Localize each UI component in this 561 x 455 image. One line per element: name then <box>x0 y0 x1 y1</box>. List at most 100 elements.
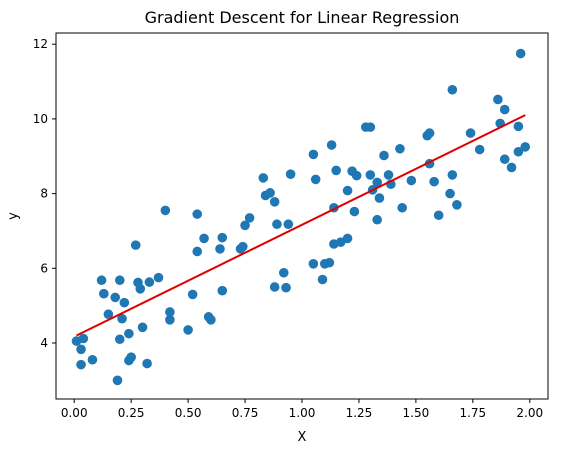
data-point-16 <box>126 352 136 362</box>
data-point-97 <box>513 121 524 132</box>
data-point-94 <box>499 154 510 165</box>
data-point-47 <box>278 267 289 278</box>
data-point-23 <box>153 272 164 283</box>
data-point-31 <box>199 233 209 244</box>
data-point-22 <box>144 277 155 287</box>
data-point-62 <box>342 185 353 196</box>
x-tick-label-2: 0.50 <box>175 406 202 420</box>
data-point-89 <box>465 128 476 138</box>
data-point-79 <box>406 175 417 186</box>
x-tick-label-0: 0.00 <box>61 406 88 420</box>
x-axis-ticks: 0.00 0.25 0.50 0.75 1.00 1.25 1.50 1.75 2.00 <box>61 399 543 420</box>
x-tick-label-4: 1.00 <box>289 406 316 420</box>
data-point-5 <box>96 275 107 286</box>
data-point-73 <box>374 193 385 203</box>
y-axis-label: y <box>6 212 21 220</box>
data-point-56 <box>324 257 335 268</box>
data-point-43 <box>265 188 275 198</box>
plot-frame <box>55 32 549 400</box>
x-tick-label-1: 0.25 <box>118 406 145 420</box>
data-point-10 <box>117 313 127 324</box>
data-point-12 <box>114 334 125 345</box>
data-point-49 <box>283 219 294 230</box>
data-point-34 <box>215 244 225 254</box>
data-point-69 <box>365 170 376 180</box>
data-point-36 <box>217 285 228 296</box>
data-point-28 <box>187 289 198 300</box>
y-tick-label-4: 12 <box>33 37 48 51</box>
data-point-41 <box>258 173 269 183</box>
data-point-38 <box>237 241 248 252</box>
data-point-6 <box>99 288 109 299</box>
y-tick-label-2: 8 <box>40 187 48 201</box>
data-point-93 <box>499 104 510 115</box>
data-point-77 <box>395 143 405 154</box>
data-point-39 <box>240 220 250 231</box>
data-point-66 <box>351 170 362 181</box>
data-point-35 <box>217 232 228 243</box>
data-point-63 <box>342 233 353 244</box>
data-point-78 <box>397 202 408 213</box>
chart-title: Gradient Descent for Linear Regression <box>145 8 460 27</box>
data-point-99 <box>520 142 531 152</box>
x-axis-label: X <box>298 430 307 445</box>
data-point-7 <box>103 309 114 320</box>
data-point-33 <box>206 315 216 325</box>
data-point-27 <box>183 325 193 335</box>
data-point-44 <box>269 197 280 207</box>
data-point-50 <box>285 169 296 179</box>
data-point-95 <box>506 162 517 173</box>
data-point-48 <box>281 282 291 293</box>
data-point-54 <box>317 274 328 285</box>
data-point-86 <box>447 84 458 95</box>
data-point-71 <box>372 177 382 188</box>
data-point-46 <box>272 219 282 230</box>
data-point-21 <box>142 358 152 369</box>
data-point-52 <box>308 259 319 269</box>
regression-line-group <box>76 114 526 337</box>
data-point-87 <box>447 170 458 180</box>
y-tick-label-0: 4 <box>40 336 48 350</box>
data-point-30 <box>192 246 203 257</box>
x-tick-label-8: 2.00 <box>516 406 543 420</box>
data-point-51 <box>308 149 319 160</box>
data-point-45 <box>269 282 280 292</box>
data-point-4 <box>87 354 98 365</box>
x-tick-label-7: 1.75 <box>459 406 486 420</box>
data-point-57 <box>326 140 337 150</box>
data-point-83 <box>429 176 439 187</box>
data-point-9 <box>114 275 125 286</box>
data-point-3 <box>76 359 86 370</box>
data-point-84 <box>433 210 444 221</box>
y-tick-label-1: 6 <box>40 261 48 275</box>
regression-line <box>76 114 526 337</box>
data-point-53 <box>310 174 321 185</box>
data-point-72 <box>372 214 382 225</box>
data-point-65 <box>349 206 360 217</box>
data-point-75 <box>383 170 394 180</box>
data-point-85 <box>445 188 455 199</box>
data-point-14 <box>124 328 134 339</box>
x-tick-label-6: 1.50 <box>403 406 430 420</box>
data-point-40 <box>244 213 255 223</box>
data-point-90 <box>474 144 485 155</box>
data-point-91 <box>493 94 503 105</box>
y-tick-label-3: 10 <box>33 112 48 126</box>
data-point-68 <box>365 122 376 132</box>
y-axis-ticks: 4 6 8 10 12 <box>33 37 56 350</box>
data-point-2 <box>78 333 89 344</box>
data-point-98 <box>515 48 526 59</box>
data-point-19 <box>135 284 146 294</box>
data-point-96 <box>513 146 524 157</box>
data-point-88 <box>452 199 462 210</box>
data-point-17 <box>130 240 141 250</box>
data-point-11 <box>119 297 130 308</box>
data-point-20 <box>137 322 148 333</box>
data-point-26 <box>165 315 175 325</box>
data-point-24 <box>160 205 171 216</box>
x-tick-label-5: 1.25 <box>346 406 373 420</box>
data-point-60 <box>331 165 341 176</box>
data-point-74 <box>379 150 389 161</box>
data-point-81 <box>424 128 435 138</box>
